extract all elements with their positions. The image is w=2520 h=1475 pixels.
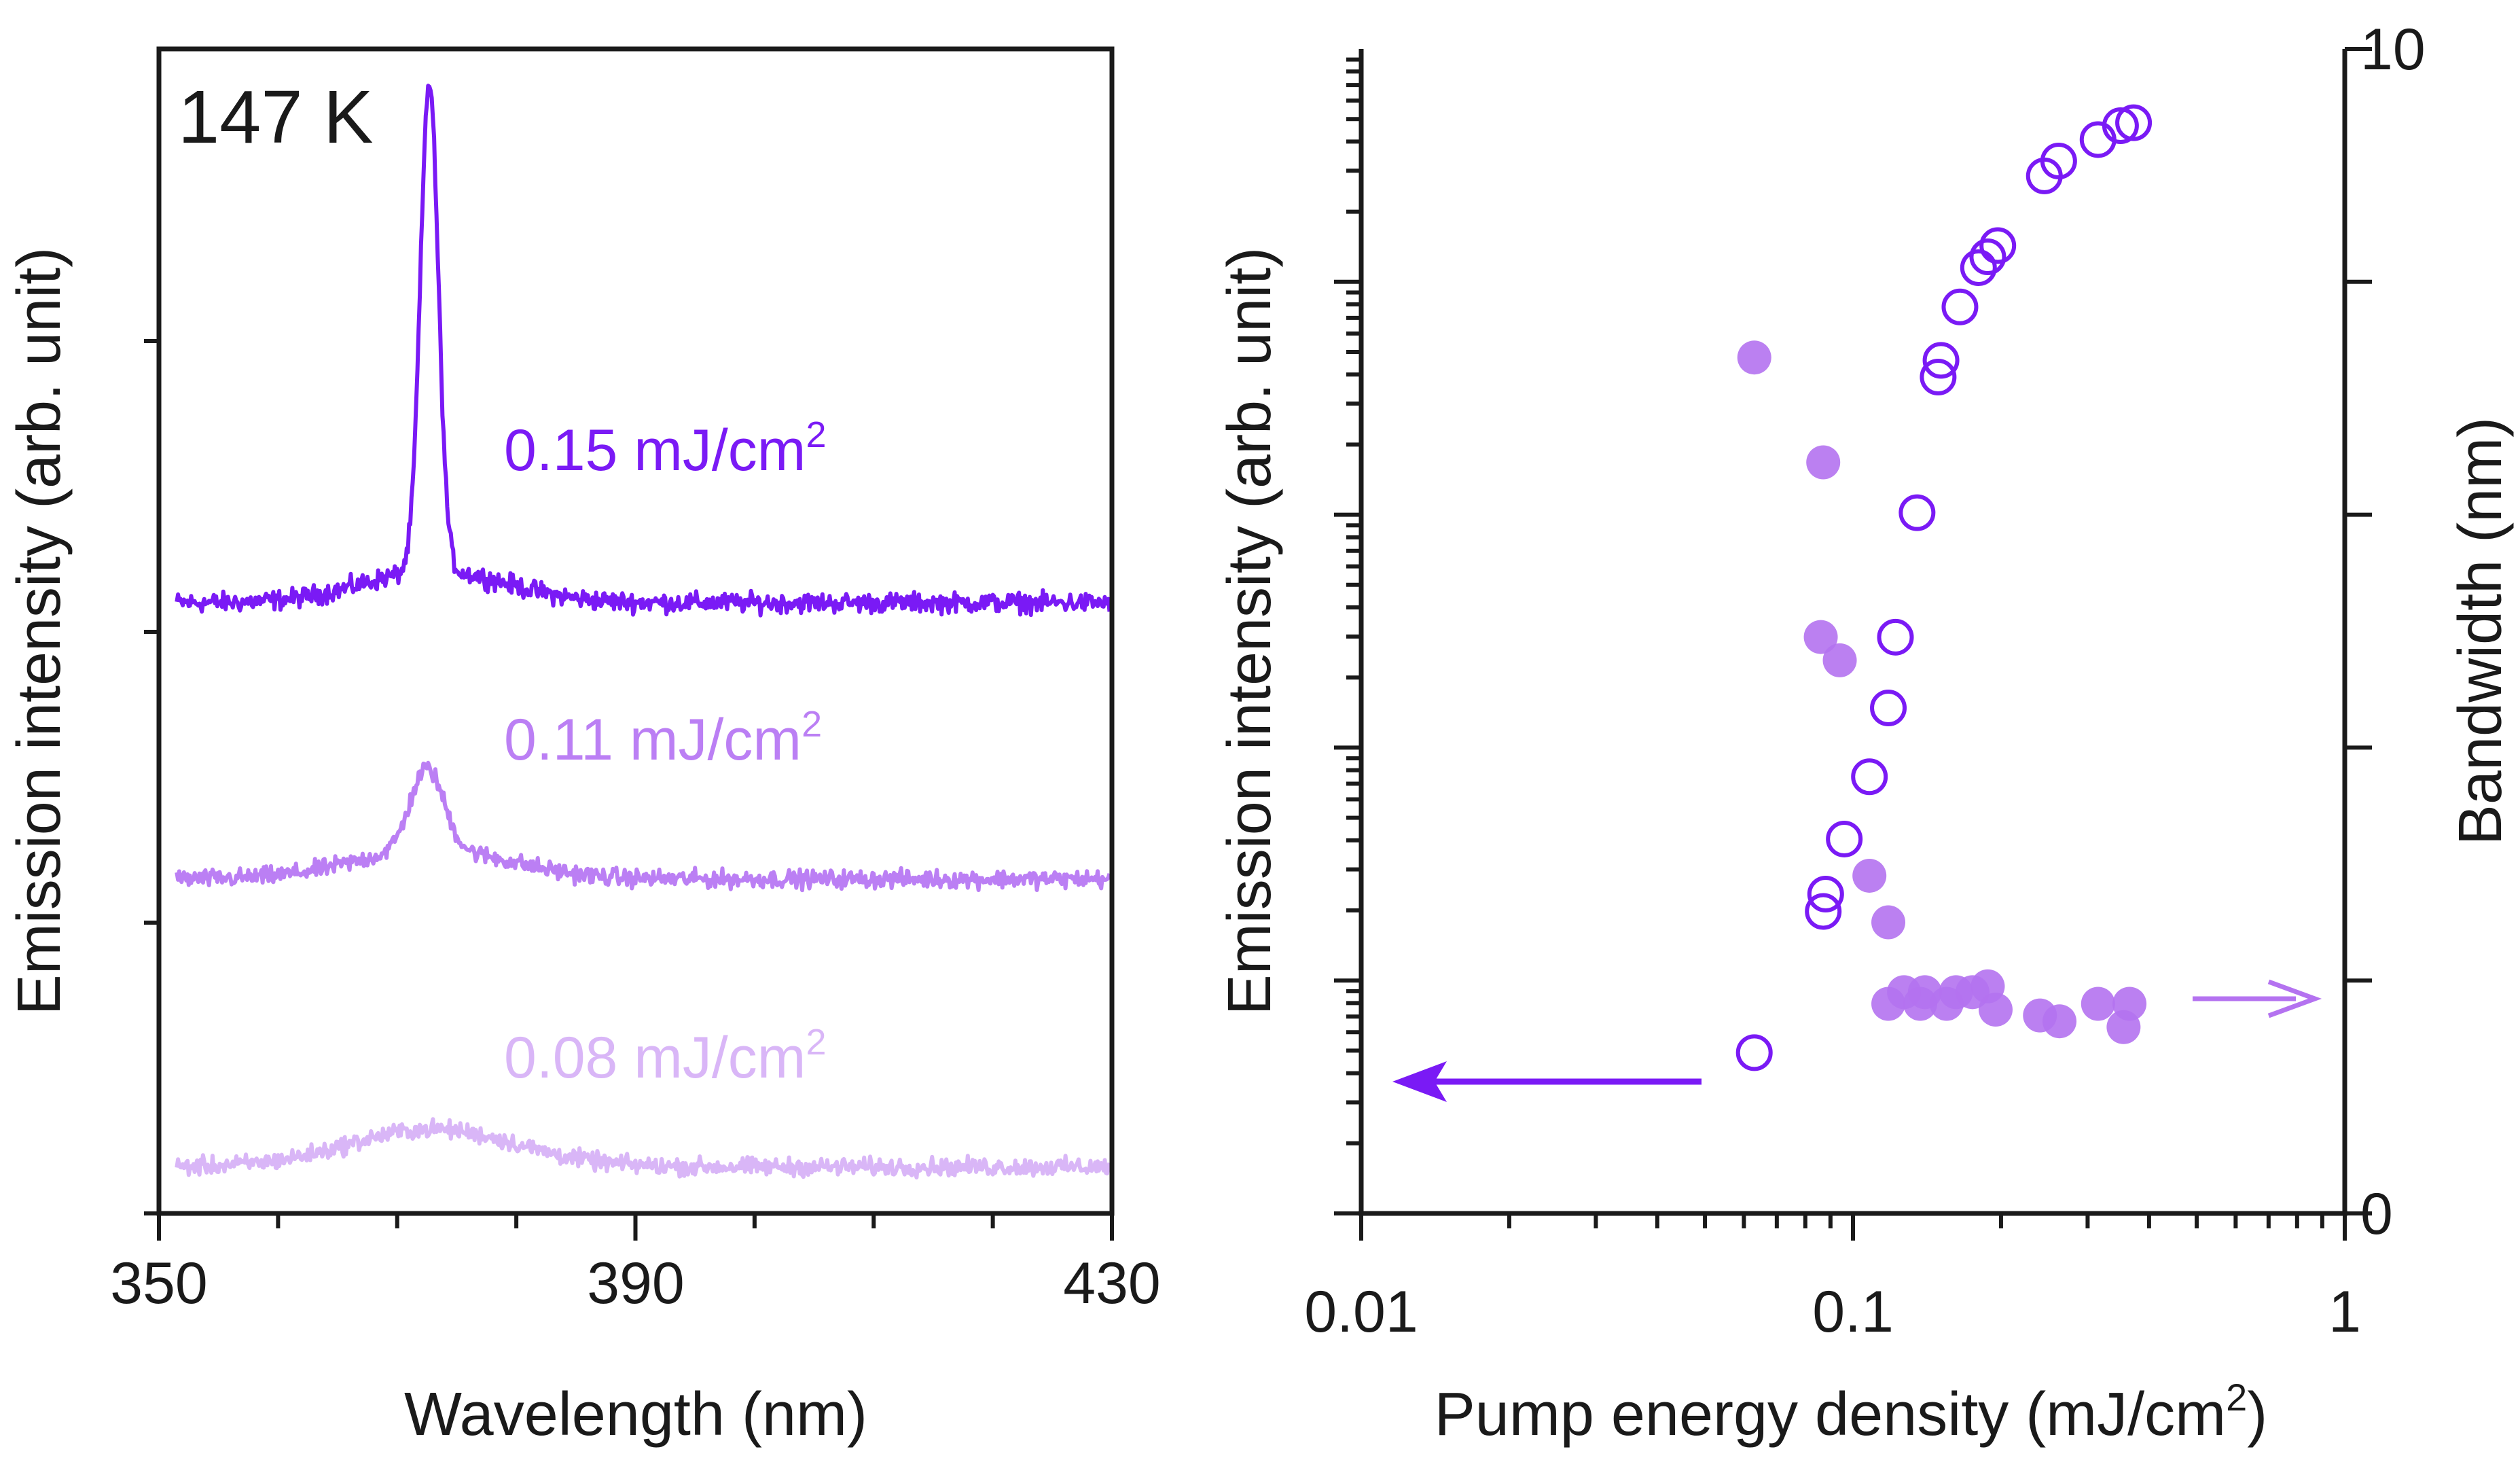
bandwidth-point	[1852, 858, 1887, 893]
spectrum-trace-2	[175, 1117, 1112, 1179]
intensity-point	[1922, 342, 1960, 379]
spectra-axis-ticks	[144, 339, 1114, 1241]
series-label-0-15: 0.15 mJ/cm2	[504, 414, 827, 483]
threshold-x-axis-title: Pump energy density (mJ/cm2)	[1435, 1376, 2268, 1449]
bandwidth-point	[2042, 1004, 2077, 1039]
intensity-point	[1805, 893, 1842, 930]
bandwidth-point	[2112, 987, 2147, 1021]
intensity-point	[2040, 143, 2077, 180]
threshold-x-tick-1: 1	[2328, 1279, 2361, 1345]
spectra-x-tick-390: 390	[587, 1251, 685, 1316]
threshold-axis-ticks	[1334, 47, 2372, 1241]
bandwidth-point	[2081, 987, 2115, 1021]
spectra-x-tick-430: 430	[1063, 1251, 1161, 1316]
intensity-point	[1826, 820, 1863, 857]
intensity-point	[1960, 249, 1997, 286]
threshold-panel: 0.01 0.1 1 10 0 Pump energy density (mJ/…	[1216, 17, 2515, 1449]
intensity-point	[1941, 288, 1979, 325]
bandwidth-point	[1803, 620, 1838, 654]
bandwidth-point	[1822, 643, 1857, 677]
left-axis-arrow	[1392, 1061, 1702, 1102]
intensity-point	[1851, 758, 1888, 796]
bandwidth-point	[1737, 340, 1771, 375]
threshold-y-right-axis-title: Bandwidth (nm)	[2447, 417, 2515, 845]
right-axis-arrow	[2193, 979, 2322, 1018]
intensity-point	[2115, 104, 2153, 141]
spectra-y-axis-title: Emission intensity (arb. unit)	[5, 247, 73, 1015]
series-label-0-08: 0.08 mJ/cm2	[504, 1022, 827, 1090]
intensity-point	[1807, 875, 1844, 912]
threshold-data-points	[1735, 104, 2153, 1071]
bandwidth-point	[1871, 905, 1906, 940]
intensity-point	[1870, 690, 1907, 727]
intensity-point	[1979, 227, 2017, 264]
intensity-point	[1898, 494, 1936, 531]
threshold-y-right-tick-10: 10	[2360, 17, 2426, 82]
spectra-x-axis-title: Wavelength (nm)	[404, 1381, 867, 1449]
intensity-point	[1920, 358, 1957, 395]
intensity-point	[1877, 618, 1914, 656]
intensity-point	[1969, 238, 2006, 276]
threshold-x-tick-0-1: 0.1	[1812, 1279, 1894, 1345]
spectra-panel: 147 K 0.15 mJ/cm2 0.11 mJ/cm2 0.08 mJ/cm…	[5, 46, 1161, 1449]
series-label-0-11: 0.11 mJ/cm2	[504, 704, 822, 772]
temperature-annotation: 147 K	[178, 75, 373, 159]
spectra-traces	[175, 84, 1112, 1179]
threshold-x-tick-0-01: 0.01	[1304, 1279, 1418, 1345]
bandwidth-point	[1978, 993, 2013, 1027]
spectrum-trace-1	[175, 760, 1112, 893]
threshold-y-left-axis-title: Emission intensity (arb. unit)	[1216, 247, 1284, 1015]
spectra-x-tick-350: 350	[110, 1251, 208, 1316]
spectrum-trace-0	[175, 84, 1112, 618]
intensity-point	[1735, 1034, 1773, 1071]
intensity-point	[2102, 107, 2139, 145]
threshold-y-right-tick-0: 0	[2360, 1181, 2393, 1247]
bandwidth-point	[1806, 445, 1841, 480]
